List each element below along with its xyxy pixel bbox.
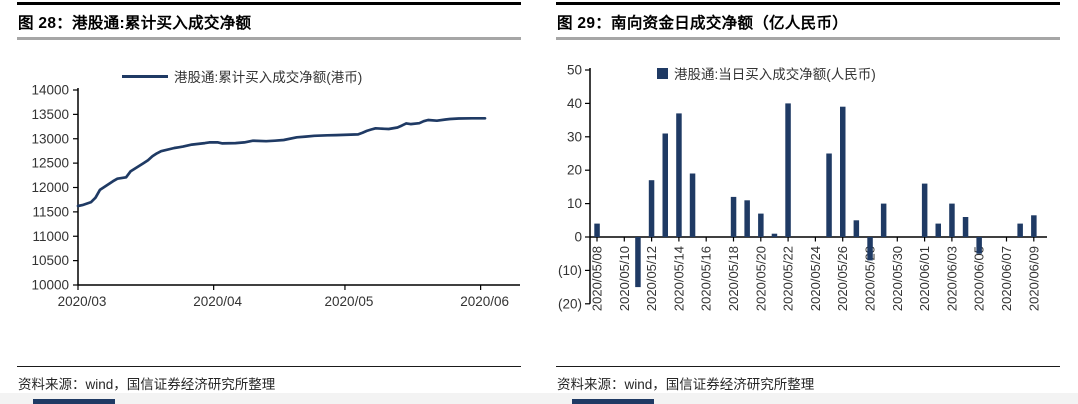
- x-tick-label: 2020/05/20: [753, 246, 768, 311]
- x-tick-label: 2020/05/12: [644, 246, 659, 311]
- bar-2020/06/08: [1017, 223, 1023, 237]
- y-tick-label: 50: [567, 63, 582, 78]
- bar-2020/05/15: [689, 173, 696, 237]
- bar-2020/05/18: [730, 196, 737, 237]
- line-series-swatch-icon: [122, 74, 168, 78]
- y-tick-label: (10): [558, 263, 582, 278]
- cumulative-net-buy-line: [76, 116, 487, 208]
- figure-29-legend: 港股通:当日买入成交净额(人民币): [657, 63, 876, 83]
- panel-top-border: [556, 2, 1060, 5]
- x-tick-label: 2020/05/16: [699, 246, 714, 311]
- bar-2020/05/12: [648, 180, 655, 237]
- bar-2020/06/09: [1031, 215, 1037, 237]
- y-tick-label: 40: [567, 96, 582, 111]
- bar-2020/05/25: [826, 153, 832, 237]
- y-tick-label: 14000: [31, 83, 69, 98]
- x-tick-label: 2020/03: [58, 294, 107, 309]
- bar-2020/05/29: [880, 203, 887, 237]
- bar-2020/05/28: [867, 237, 873, 261]
- x-tick-label: 2020/04: [193, 294, 242, 309]
- bar-2020/06/04: [962, 217, 969, 237]
- y-tick-label: 11000: [32, 229, 69, 244]
- x-tick-label: 2020/05/30: [890, 246, 905, 311]
- bar-2020/05/27: [853, 220, 860, 237]
- y-tick-label: 10000: [31, 278, 69, 293]
- bar-2020/06/05: [976, 237, 982, 254]
- cutoff-navy-block: [33, 399, 115, 404]
- bar-2020/06/02: [935, 223, 941, 237]
- x-tick-label: 2020/06/05: [972, 246, 987, 311]
- bar-2020/05/11: [635, 237, 641, 288]
- x-tick-label: 2020/05/28: [863, 246, 878, 311]
- source-note: 资料来源：wind，国信证券经济研究所整理: [18, 377, 276, 392]
- y-tick-label: 13500: [31, 107, 69, 122]
- daily-net-buy-bar-chart: 50 40 30 20 10 0 (10) (20) 2020/05/08 2020/05/10 2…: [558, 63, 1047, 311]
- x-tick-label: 2020/05/18: [726, 246, 741, 311]
- x-tick-label: 2020/06: [460, 294, 509, 309]
- x-tick-label: 2020/06/07: [999, 246, 1014, 311]
- figure-28-panel: 图 28：港股通:累计买入成交净额 港股通:累计买入成交净额(港币) 14000…: [17, 2, 521, 392]
- x-tick-label: 2020/06/03: [944, 246, 959, 311]
- bar-2020/06/01: [921, 183, 928, 237]
- footer-divider: [556, 366, 1060, 368]
- x-tick-label: 2020/05/14: [671, 246, 686, 311]
- bar-2020/05/14: [676, 113, 682, 237]
- y-tick-label: 30: [567, 129, 582, 144]
- legend-label: 港股通:当日买入成交净额(人民币): [674, 67, 876, 82]
- footer-divider: [17, 366, 521, 368]
- cumulative-net-buy-line-chart: 14000 13500 13000 12500 12000 11500 11000 10500…: [31, 83, 520, 309]
- bar-2020/05/20: [758, 213, 764, 237]
- y-tick-label: 12500: [31, 156, 69, 171]
- x-tick-label: 2020/05/10: [617, 246, 632, 311]
- x-tick-label: 2020/05/22: [781, 246, 796, 311]
- bar-2020/05/08: [594, 223, 600, 237]
- title-divider: [556, 37, 1060, 40]
- x-tick-label: 2020/05/08: [590, 246, 605, 311]
- y-tick-label: 10500: [31, 253, 69, 268]
- bar-series-swatch-icon: [657, 67, 668, 79]
- cutoff-navy-block: [572, 399, 654, 404]
- x-tick-label: 2020/05/26: [835, 246, 850, 311]
- figure-29-panel: 图 29：南向资金日成交净额（亿人民币） 港股通:当日买入成交净额(人民币) 5…: [539, 0, 1078, 404]
- y-tick-label: 20: [567, 163, 582, 178]
- figure-28-title: 图 28：港股通:累计买入成交净额: [18, 15, 252, 32]
- x-tick-label: 2020/05: [325, 294, 374, 309]
- x-tick-label: 2020/06/01: [917, 246, 932, 311]
- bar-2020/05/21: [771, 233, 778, 237]
- figure-29-title: 图 29：南向资金日成交净额（亿人民币）: [557, 15, 849, 32]
- x-tick-label: 2020/06/09: [1026, 246, 1041, 311]
- bar-2020/05/26: [840, 106, 846, 237]
- bar-2020/05/19: [744, 200, 750, 237]
- source-note: 资料来源：wind，国信证券经济研究所整理: [557, 377, 815, 392]
- y-tick-label: (20): [558, 296, 582, 311]
- y-tick-label: 13000: [31, 131, 69, 146]
- bar-2020/06/03: [949, 203, 955, 237]
- panel-top-border: [17, 2, 521, 5]
- title-divider: [17, 37, 521, 40]
- bar-2020/05/13: [662, 133, 668, 237]
- y-tick-label: 10: [567, 196, 582, 211]
- x-tick-label: 2020/05/24: [808, 246, 823, 311]
- legend-label: 港股通:累计买入成交净额(港币): [174, 70, 363, 85]
- y-tick-label: 12000: [31, 180, 69, 195]
- bar-2020/05/22: [785, 103, 791, 238]
- y-tick-label: 0: [574, 230, 582, 245]
- next-section-strip: [0, 393, 1078, 404]
- figure-28-legend: 港股通:累计买入成交净额(港币): [122, 66, 362, 86]
- y-tick-label: 11500: [32, 204, 69, 219]
